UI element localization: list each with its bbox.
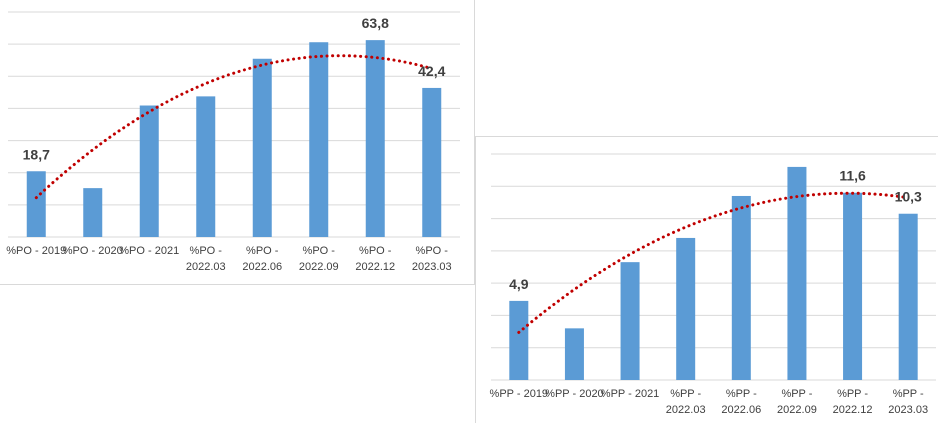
- pp-bar-5: [731, 195, 751, 380]
- po-category-labels: %PO - 2019%PO - 2020%PO - 2021 %PO -2022.…: [6, 245, 451, 273]
- po-bar-chart: %PO - 2019%PO - 2020%PO - 2021 %PO -2022.…: [6, 11, 460, 273]
- po-trendline: [34, 54, 434, 200]
- po-bar-2: [83, 188, 103, 237]
- pp-bar-chart: %PP - 2019%PP - 2020%PP - 2021 %PP -2022.…: [490, 153, 936, 416]
- po-tick-label-3: %PO - 2021: [119, 245, 179, 257]
- pp-tick-label-8: %PP -2023.03: [888, 388, 928, 416]
- pp-bar-1: [509, 300, 529, 380]
- pp-tick-label-3: %PP - 2021: [601, 388, 660, 400]
- po-bar-5: [252, 58, 272, 237]
- pp-bar-4: [676, 237, 696, 380]
- pp-data-labels: 4,9 11,6 10,3: [509, 168, 922, 292]
- po-bar-7: [365, 40, 385, 237]
- po-tick-label-4: %PO -2022.03: [186, 245, 226, 273]
- po-bar-4: [196, 96, 216, 237]
- po-tick-label-8: %PO -2023.03: [412, 245, 452, 273]
- po-tick-label-1: %PO - 2019: [6, 245, 66, 257]
- po-data-label-1: 18,7: [23, 146, 50, 162]
- pp-chart-panel: %PP - 2019 %PP - 2020 %PP - 2021 %PP -2022.…: [475, 136, 938, 423]
- pp-data-label-8: 10,3: [895, 189, 922, 205]
- pp-bar-6: [787, 166, 807, 380]
- pp-tick-label-6: %PP -2022.09: [777, 388, 817, 416]
- po-tick-label-7: %PO -2022.12: [355, 245, 395, 273]
- pp-tick-label-5: %PP -2022.06: [721, 388, 761, 416]
- po-bars: [26, 40, 442, 237]
- pp-tick-label-2: %PP - 2020: [545, 388, 604, 400]
- pp-data-label-7: 11,6: [839, 168, 866, 184]
- po-gridlines: [8, 11, 460, 238]
- po-chart-panel: %PO - 2019 %PO - 2020 %PO - 2021 %PO -2022.…: [0, 0, 475, 285]
- po-data-label-7: 63,8: [362, 15, 389, 31]
- po-tick-label-6: %PO -2022.09: [299, 245, 339, 273]
- po-tick-label-2: %PO - 2020: [63, 245, 123, 257]
- pp-data-label-1: 4,9: [509, 276, 529, 292]
- pp-tick-label-1: %PP - 2019: [490, 388, 549, 400]
- po-bar-8: [422, 87, 442, 237]
- pp-bar-3: [620, 262, 640, 380]
- pp-tick-label-7: %PP -2022.12: [833, 388, 873, 416]
- pp-bars: [509, 166, 918, 380]
- po-bar-3: [139, 105, 159, 237]
- pp-gridlines: [491, 153, 936, 381]
- pp-tick-label-4: %PP -2022.03: [666, 388, 706, 416]
- po-data-label-8: 42,4: [418, 63, 445, 79]
- po-data-labels: 18,7 63,8 42,4: [23, 15, 446, 162]
- pp-bar-8: [898, 213, 918, 380]
- pp-category-labels: %PP - 2019%PP - 2020%PP - 2021 %PP -2022.…: [490, 388, 929, 416]
- po-bar-6: [309, 42, 329, 237]
- pp-bar-2: [564, 328, 584, 380]
- po-bar-1: [26, 171, 46, 237]
- po-tick-label-5: %PO -2022.06: [242, 245, 282, 273]
- pp-bar-7: [843, 192, 863, 380]
